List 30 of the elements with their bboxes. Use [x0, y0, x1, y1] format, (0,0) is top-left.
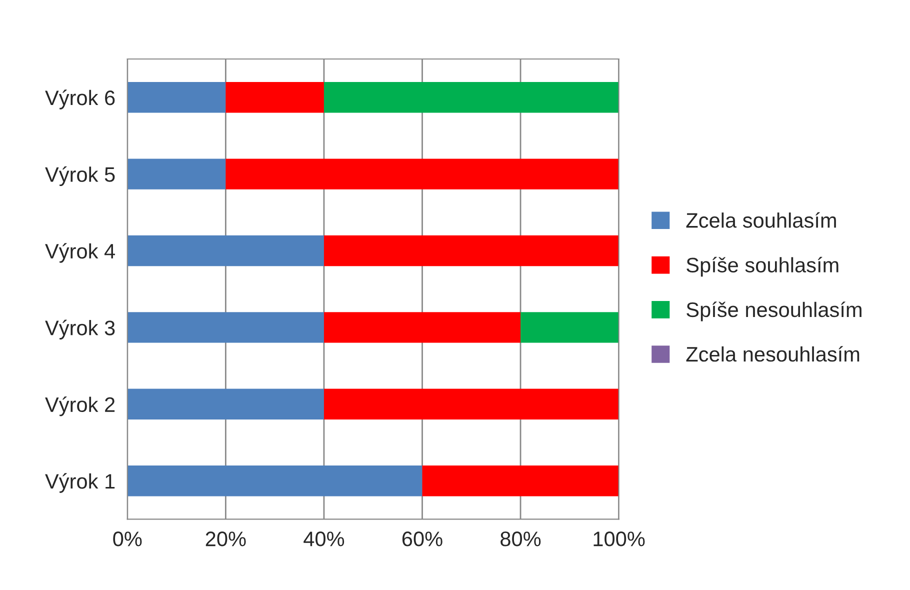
y-tick-label: Výrok 4	[45, 243, 115, 263]
bar	[324, 388, 619, 420]
bar	[127, 312, 324, 343]
x-tick-label: 100%	[594, 532, 645, 546]
bar	[127, 82, 226, 113]
x-tick-label: 20%	[206, 532, 246, 546]
legend-label: Zcela nesouhlasím	[686, 346, 860, 362]
y-tick-label: Výrok 3	[45, 320, 115, 340]
x-tick-label: 60%	[402, 532, 442, 546]
bar	[422, 466, 619, 496]
y-tick-label: Výrok 1	[45, 473, 115, 493]
bar	[324, 82, 619, 113]
legend-label: Spíše nesouhlasím	[686, 302, 862, 322]
bar	[127, 235, 324, 266]
bar	[127, 466, 422, 496]
bar	[226, 158, 619, 190]
bar	[127, 158, 226, 190]
x-tick-label: 0%	[113, 532, 142, 546]
bar	[324, 312, 521, 343]
x-tick-label: 40%	[304, 532, 344, 546]
bar	[324, 235, 619, 266]
x-tick-label: 80%	[500, 532, 541, 546]
y-tick-label: Výrok 6	[45, 90, 115, 110]
y-tick-label: Výrok 5	[45, 166, 115, 186]
y-tick-label: Výrok 2	[45, 396, 115, 416]
legend-label: Zcela souhlasím	[686, 212, 836, 228]
legend-label: Spíše souhlasím	[686, 256, 838, 277]
bar	[520, 312, 619, 343]
bar	[127, 388, 324, 420]
bar	[226, 82, 324, 113]
